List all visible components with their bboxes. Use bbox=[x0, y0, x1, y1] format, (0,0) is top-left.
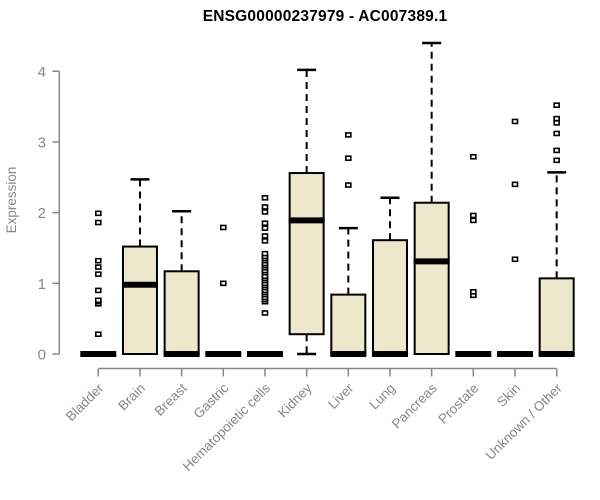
iqr-box bbox=[538, 277, 575, 356]
x-category-label: Skin bbox=[494, 381, 523, 410]
outlier-point bbox=[95, 287, 102, 294]
boxplot-gastric bbox=[205, 224, 242, 357]
outlier-point bbox=[553, 102, 560, 108]
y-tick-label: 3 bbox=[38, 134, 46, 151]
outlier-point bbox=[95, 219, 102, 226]
outlier-point bbox=[95, 271, 102, 277]
outlier-point bbox=[261, 220, 269, 227]
outlier-point bbox=[261, 204, 269, 210]
outlier-point bbox=[261, 250, 269, 257]
boxplot-breast bbox=[163, 209, 200, 357]
iqr-box bbox=[371, 239, 408, 356]
outlier-point bbox=[511, 181, 519, 188]
outlier-point bbox=[261, 310, 269, 316]
outlier-point bbox=[95, 297, 102, 304]
outlier-point bbox=[261, 225, 269, 231]
boxplot-prostate bbox=[455, 153, 492, 357]
outlier-point bbox=[470, 212, 477, 219]
outlier-point bbox=[553, 120, 560, 126]
outlier-point bbox=[220, 224, 227, 231]
boxplot-bladder bbox=[80, 210, 117, 357]
outlier-point bbox=[511, 256, 519, 263]
iqr-box bbox=[121, 245, 158, 355]
x-category-label: Unknown / Other bbox=[483, 380, 566, 463]
boxplot-skin bbox=[497, 118, 533, 357]
x-category-label: Pancreas bbox=[389, 380, 440, 431]
outlier-point bbox=[95, 264, 102, 270]
outlier-point bbox=[470, 153, 477, 160]
y-tick-label: 1 bbox=[38, 276, 46, 293]
boxplot-liver bbox=[330, 132, 367, 357]
outlier-point bbox=[553, 115, 560, 122]
outlier-point bbox=[220, 280, 227, 287]
outlier-point bbox=[261, 238, 269, 244]
outlier-point bbox=[95, 210, 102, 217]
outlier-point bbox=[470, 217, 477, 224]
y-axis-label: Expression bbox=[4, 166, 19, 234]
chart-title: ENSG00000237979 - AC007389.1 bbox=[202, 8, 448, 25]
iqr-box bbox=[330, 293, 367, 355]
y-tick-label: 0 bbox=[38, 347, 46, 364]
y-tick-label: 2 bbox=[38, 205, 46, 222]
x-category-label: Bladder bbox=[63, 380, 107, 424]
outlier-point bbox=[95, 331, 102, 338]
y-tick-label: 4 bbox=[38, 64, 46, 81]
boxplot-unknown-other bbox=[538, 102, 575, 357]
boxplot-kidney bbox=[288, 68, 325, 356]
outlier-point bbox=[261, 233, 269, 239]
outlier-point bbox=[261, 209, 269, 215]
x-category-label: Liver bbox=[325, 380, 357, 412]
outlier-point bbox=[470, 288, 477, 295]
outlier-point bbox=[511, 118, 519, 125]
boxplot-lung bbox=[371, 196, 408, 357]
boxplot-pancreas bbox=[413, 41, 450, 355]
outlier-point bbox=[345, 182, 352, 188]
x-category-label: Brain bbox=[115, 381, 148, 414]
outlier-point bbox=[95, 257, 102, 264]
outlier-point bbox=[553, 130, 560, 137]
iqr-box bbox=[163, 270, 200, 355]
x-category-label: Kidney bbox=[275, 380, 315, 420]
boxplot-hematopoietic-cells bbox=[246, 194, 283, 357]
x-category-label: Gastric bbox=[191, 380, 232, 421]
outlier-point bbox=[553, 147, 560, 154]
outlier-point bbox=[345, 155, 352, 161]
outlier-point bbox=[553, 157, 560, 164]
outlier-point bbox=[345, 132, 352, 138]
outlier-point bbox=[261, 194, 269, 201]
x-category-label: Lung bbox=[366, 381, 398, 413]
iqr-box bbox=[288, 172, 325, 336]
boxplot-brain bbox=[121, 178, 158, 355]
iqr-box bbox=[413, 201, 450, 355]
x-category-label: Prostate bbox=[435, 381, 481, 427]
x-category-label: Breast bbox=[152, 380, 190, 418]
